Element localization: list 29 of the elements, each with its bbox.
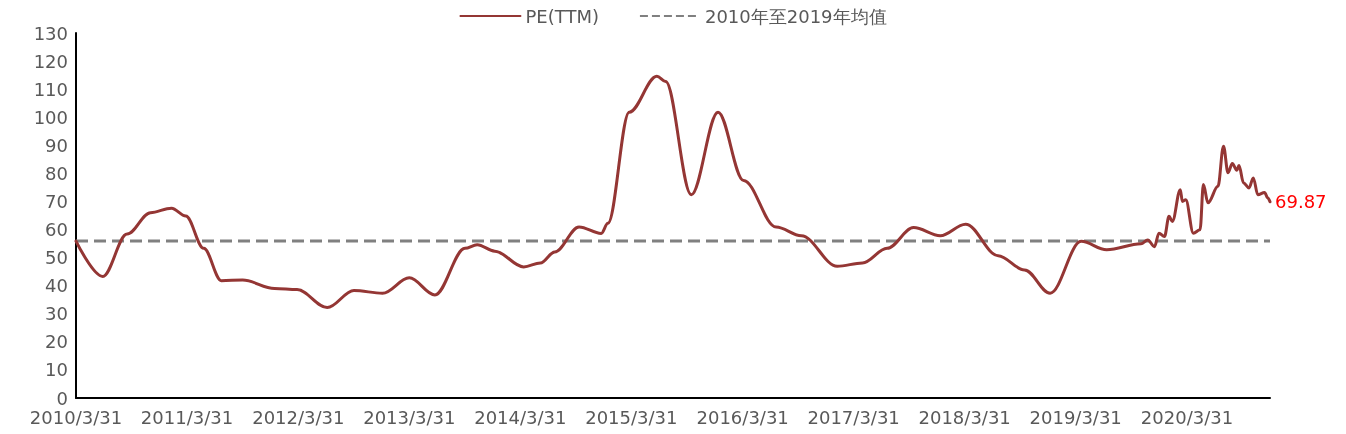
y-tick-label: 60 xyxy=(45,219,68,241)
y-tick-label: 90 xyxy=(45,134,68,156)
x-tick-label: 2010/3/31 xyxy=(29,406,123,428)
y-tick-label: 40 xyxy=(45,275,68,297)
y-tick-label: 130 xyxy=(33,22,68,44)
y-tick-label: 70 xyxy=(45,190,68,212)
legend-label: 2010年至2019年均值 xyxy=(704,5,887,27)
x-tick-label: 2014/3/31 xyxy=(474,406,567,428)
y-tick-label: 10 xyxy=(45,359,68,381)
y-tick-label: 50 xyxy=(45,247,68,269)
x-tick-label: 2020/3/31 xyxy=(1140,406,1234,428)
line-series xyxy=(74,74,1272,310)
data-label: 69.87 xyxy=(1275,191,1327,213)
y-tick-label: 120 xyxy=(33,50,68,72)
x-tick-label: 2013/3/31 xyxy=(363,406,456,428)
y-tick-label: 0 xyxy=(56,387,68,409)
x-tick-label: 2019/3/31 xyxy=(1029,406,1122,428)
y-tick-label: 30 xyxy=(45,303,68,325)
x-tick-label: 2018/3/31 xyxy=(918,406,1011,428)
x-tick-label: 2017/3/31 xyxy=(807,406,900,428)
x-tick-label: 2012/3/31 xyxy=(252,406,345,428)
y-tick-label: 100 xyxy=(33,106,68,128)
x-tick-label: 2011/3/31 xyxy=(140,406,234,428)
x-tick-label: 2016/3/31 xyxy=(696,406,789,428)
legend-label: PE(TTM) xyxy=(525,5,599,27)
y-tick-label: 80 xyxy=(45,162,68,184)
y-tick-label: 110 xyxy=(33,78,68,100)
y-tick-label: 20 xyxy=(45,331,68,353)
x-tick-label: 2015/3/31 xyxy=(585,406,678,428)
